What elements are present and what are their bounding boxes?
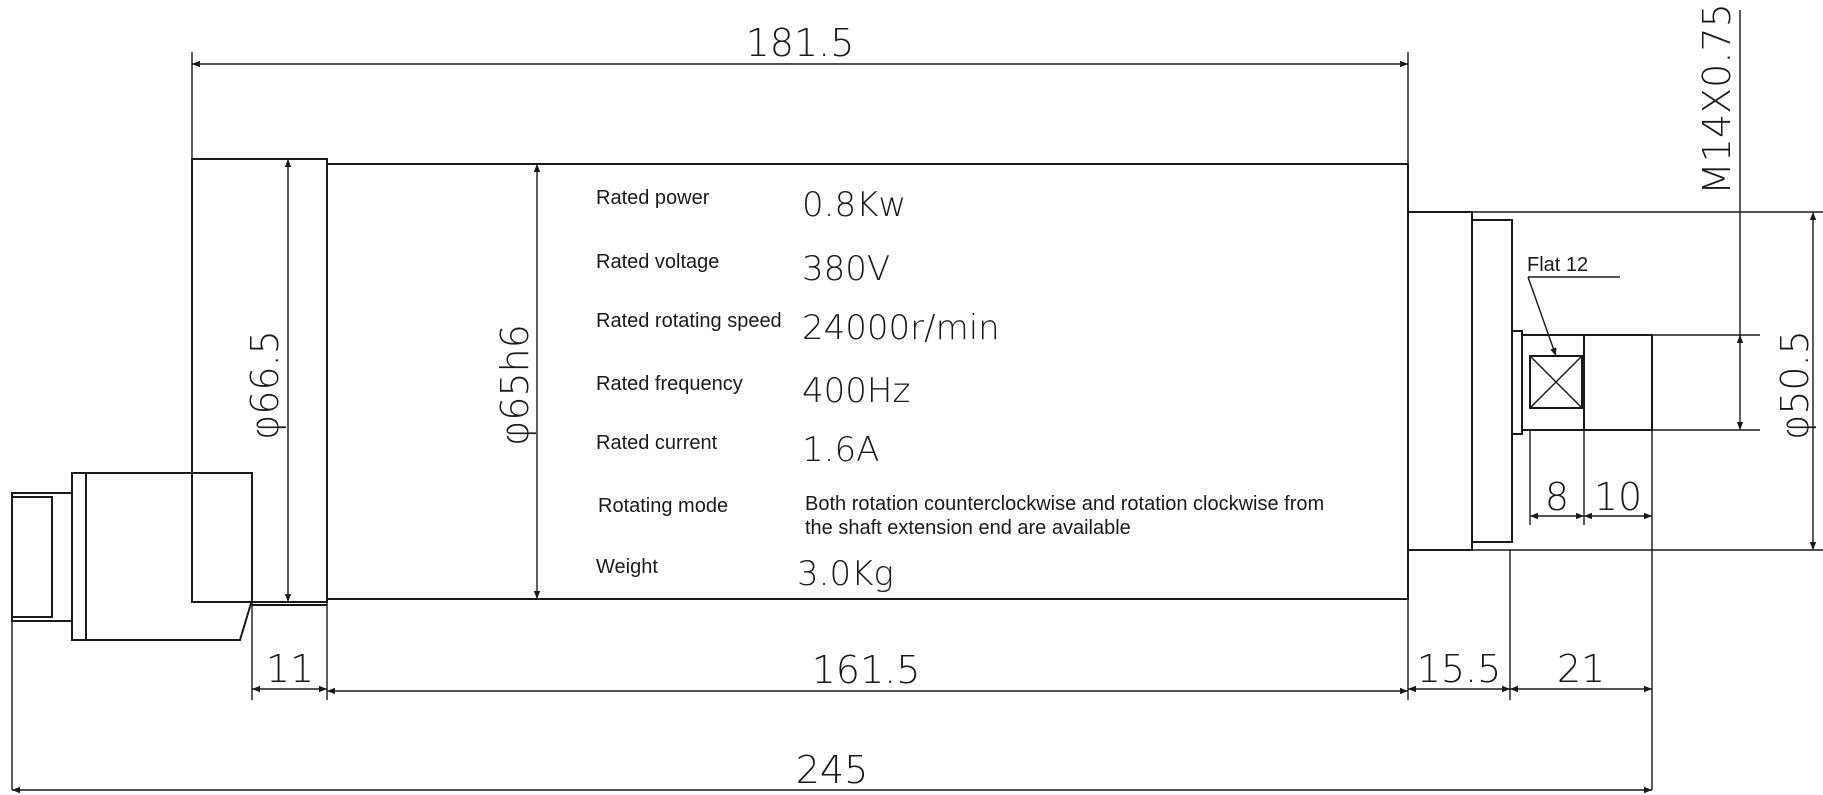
dim-seg-21: 21 bbox=[1557, 647, 1605, 691]
dim-overall-top: 181.5 bbox=[746, 21, 855, 65]
dim-rear-diameter: φ66.5 bbox=[243, 330, 287, 440]
motor-outline bbox=[191, 158, 1653, 603]
dim-seg-11: 11 bbox=[266, 647, 314, 691]
dim-body-diameter: φ65h6 bbox=[493, 324, 537, 446]
spec-label-current: Rated current bbox=[596, 432, 718, 454]
spec-label-voltage: Rated voltage bbox=[596, 251, 719, 273]
spec-label-power: Rated power bbox=[596, 187, 710, 209]
dim-overall-bottom: 245 bbox=[796, 748, 869, 792]
dim-seg-body: 161.5 bbox=[812, 648, 921, 692]
spec-label-weight: Weight bbox=[596, 556, 658, 578]
dimension-lines bbox=[11, 10, 1823, 794]
spec-value-voltage: 380V bbox=[802, 249, 890, 289]
dim-shaft-length: 10 bbox=[1594, 475, 1642, 519]
spec-value-weight: 3.0Kg bbox=[797, 554, 894, 594]
spec-value-rotating-mode-line1: Both rotation counterclockwise and rotat… bbox=[805, 493, 1324, 515]
spec-value-rotating-mode-line2: the shaft extension end are available bbox=[805, 517, 1131, 539]
spec-label-rotating-mode: Rotating mode bbox=[598, 495, 728, 517]
connector bbox=[11, 472, 327, 641]
spec-value-speed: 24000r/min bbox=[802, 308, 1000, 348]
dim-flange-diameter: φ50.5 bbox=[1773, 330, 1817, 440]
spec-label-speed: Rated rotating speed bbox=[596, 310, 782, 332]
dim-flat: Flat 12 bbox=[1527, 254, 1588, 276]
spec-table: Rated power 0.8Kw Rated voltage 380V Rat… bbox=[596, 185, 1324, 594]
spec-label-frequency: Rated frequency bbox=[596, 373, 743, 395]
dim-seg-15-5: 15.5 bbox=[1417, 647, 1502, 691]
spec-value-frequency: 400Hz bbox=[802, 371, 910, 411]
spec-value-current: 1.6A bbox=[802, 430, 879, 470]
spec-value-power: 0.8Kw bbox=[802, 185, 906, 225]
dim-thread: M14X0.75 bbox=[1695, 3, 1739, 195]
dim-flat-length: 8 bbox=[1545, 475, 1569, 519]
